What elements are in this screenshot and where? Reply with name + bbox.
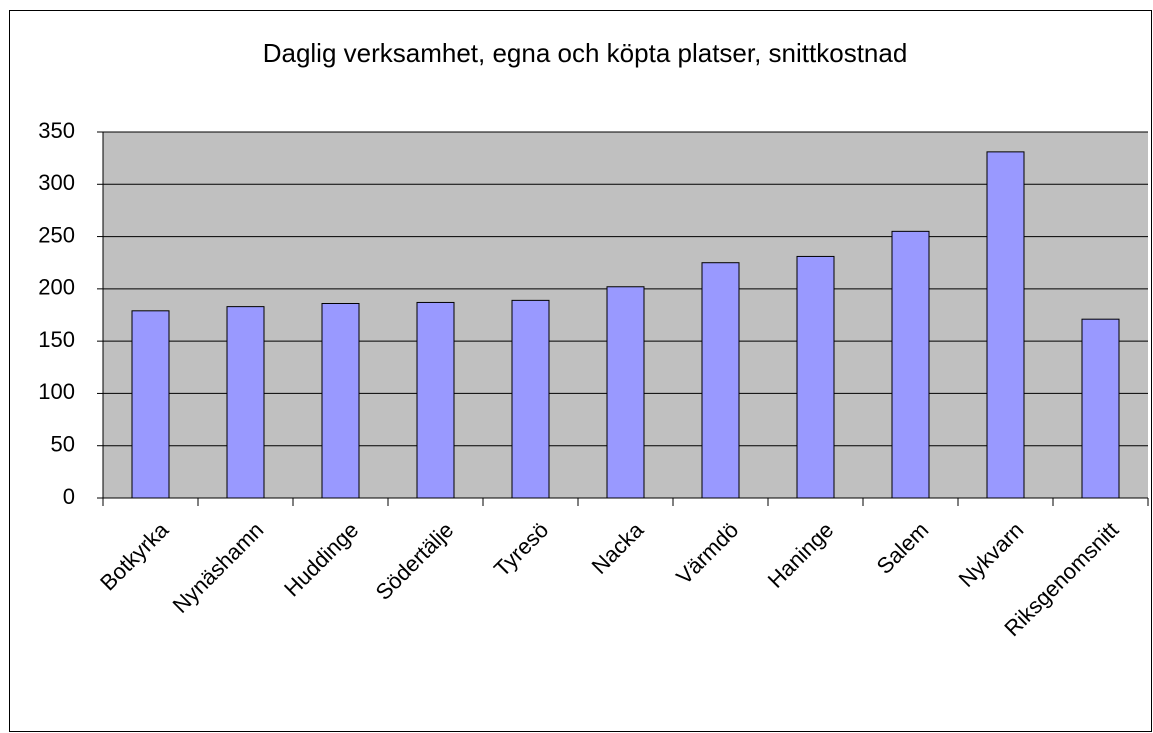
y-tick-label: 200 xyxy=(38,275,75,300)
bar xyxy=(701,262,740,499)
y-tick-label: 300 xyxy=(38,170,75,195)
bar xyxy=(416,301,455,499)
y-tick-label: 0 xyxy=(63,484,75,509)
y-tick-label: 100 xyxy=(38,379,75,404)
bar xyxy=(131,310,170,499)
bar xyxy=(511,299,550,499)
bar xyxy=(321,302,360,499)
bar xyxy=(891,230,930,499)
y-tick-label: 250 xyxy=(38,222,75,247)
bar xyxy=(796,255,835,499)
y-tick-label: 50 xyxy=(51,432,75,457)
bar xyxy=(226,306,265,499)
y-tick-label: 350 xyxy=(38,118,75,143)
y-tick-label: 150 xyxy=(38,327,75,352)
bar xyxy=(1081,318,1120,499)
chart-title: Daglig verksamhet, egna och köpta platse… xyxy=(263,38,908,68)
bar xyxy=(986,151,1025,499)
bar xyxy=(606,286,645,499)
